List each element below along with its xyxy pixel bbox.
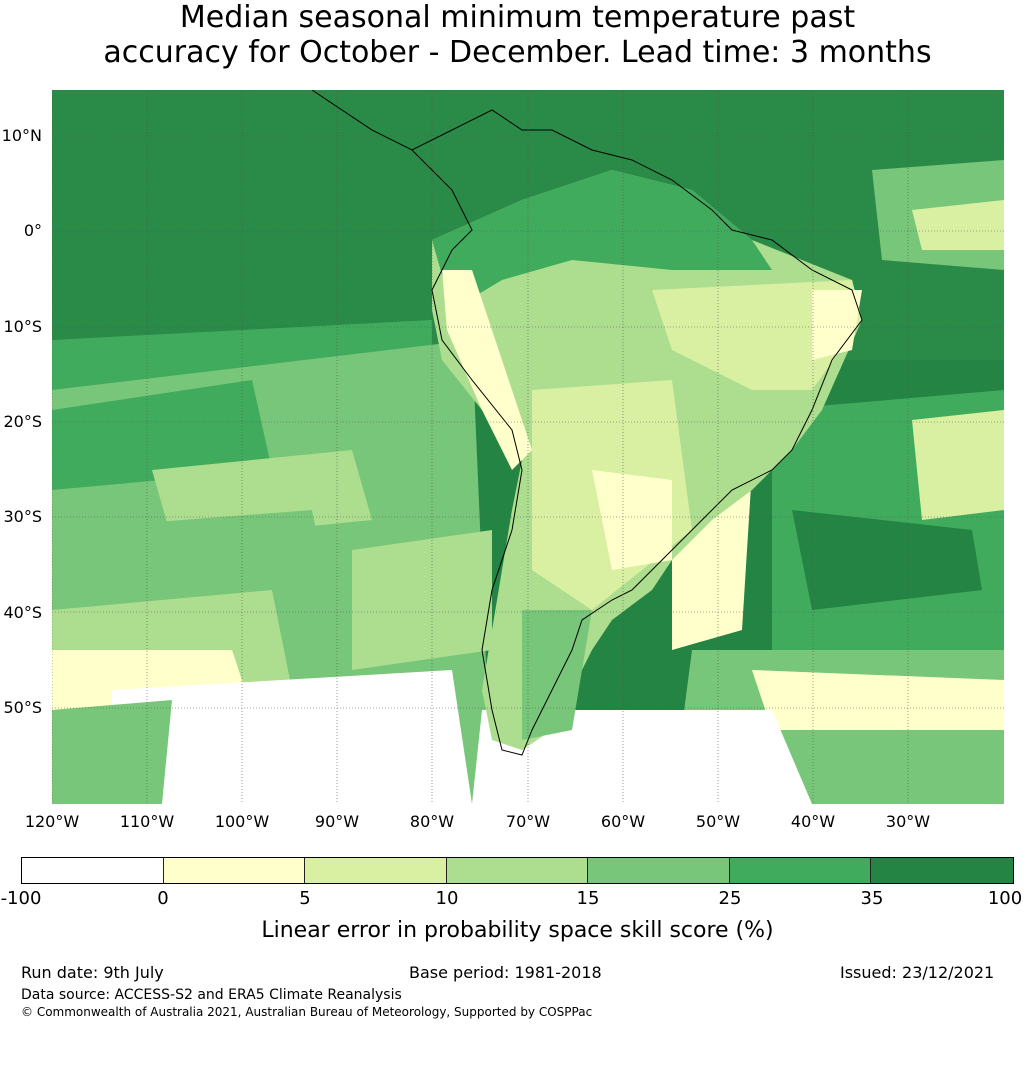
lat-label-10n: 10°N <box>1 126 42 145</box>
drake-passage-white <box>472 710 812 804</box>
map-canvas <box>52 90 1004 804</box>
chile-coast-patch <box>352 530 492 670</box>
atlantic-tropical-pale <box>912 200 1004 250</box>
colorbar-tick-3: 10 <box>435 888 459 909</box>
lon-label-40w: 40°W <box>790 812 836 831</box>
northeast-brazil-white <box>812 290 862 360</box>
lat-label-30s: 30°S <box>3 507 42 526</box>
coastline <box>311 90 863 756</box>
south-atlantic-pale-band <box>752 670 1004 730</box>
south-pacific-patch-1 <box>52 380 272 490</box>
south-atlantic-pale <box>912 410 1004 520</box>
data-source: Data source: ACCESS-S2 and ERA5 Climate … <box>21 987 402 1003</box>
south-pacific-patch-2 <box>152 450 372 540</box>
amazon-north-dark <box>432 170 772 310</box>
lat-label-10s: 10°S <box>3 317 42 336</box>
copyright: © Commonwealth of Australia 2021, Austra… <box>21 1005 593 1019</box>
lon-label-100w: 100°W <box>214 812 270 831</box>
northeast-brazil-pale <box>652 280 862 390</box>
lon-label-120w: 120°W <box>24 812 80 831</box>
colorbar-segment-4 <box>447 858 588 883</box>
southern-ocean-white <box>112 670 472 804</box>
colorbar-segment-1 <box>22 858 164 883</box>
andes-pale-strip <box>442 270 532 470</box>
colorbar-tick-7: 100 <box>987 888 1023 909</box>
colorbar-segment-5 <box>587 858 730 883</box>
colorbar-tick-6: 35 <box>860 888 884 909</box>
colorbar-segment-3 <box>305 858 448 883</box>
lon-label-60w: 60°W <box>600 812 646 831</box>
south-atlantic-dark <box>792 510 982 610</box>
colorbar-label: Linear error in probability space skill … <box>261 918 774 943</box>
lon-label-30w: 30°W <box>885 812 931 831</box>
lon-label-90w: 90°W <box>314 812 360 831</box>
lat-label-50s: 50°S <box>3 698 42 717</box>
lat-label-20s: 20°S <box>3 412 42 431</box>
south-pacific-patch-6 <box>52 700 172 804</box>
skill-score-map <box>52 90 1004 804</box>
colorbar-tick-2: 5 <box>299 888 311 909</box>
colorbar <box>21 857 1014 884</box>
chart-title-line-1: Median seasonal minimum temperature past <box>179 0 856 35</box>
colorbar-segment-2 <box>163 858 306 883</box>
lon-label-70w: 70°W <box>505 812 551 831</box>
colorbar-tick-1: 0 <box>157 888 169 909</box>
gran-chaco-pale <box>592 470 672 570</box>
colorbar-segment-7 <box>871 858 1014 883</box>
issued-date: Issued: 23/12/2021 <box>840 963 995 982</box>
lon-label-80w: 80°W <box>409 812 455 831</box>
colorbar-tick-4: 15 <box>576 888 600 909</box>
lon-label-110w: 110°W <box>119 812 175 831</box>
lat-label-40s: 40°S <box>3 603 42 622</box>
lon-label-50w: 50°W <box>695 812 741 831</box>
run-date: Run date: 9th July <box>21 963 164 982</box>
colorbar-tick-0: -100 <box>0 888 42 909</box>
lat-label-0: 0° <box>23 221 42 240</box>
graticule <box>52 90 1004 804</box>
chart-title-line-2: accuracy for October - December. Lead ti… <box>103 35 932 70</box>
base-period: Base period: 1981-2018 <box>409 963 602 982</box>
colorbar-tick-5: 25 <box>718 888 742 909</box>
colorbar-segment-6 <box>729 858 872 883</box>
